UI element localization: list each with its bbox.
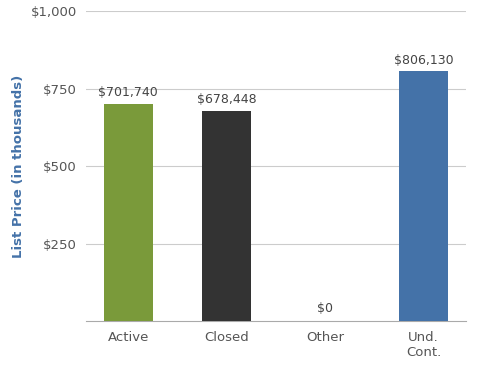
Text: $701,740: $701,740: [98, 86, 158, 99]
Y-axis label: List Price (in thousands): List Price (in thousands): [12, 75, 25, 258]
Bar: [202, 111, 252, 321]
Text: $806,130: $806,130: [394, 54, 454, 67]
Text: $678,448: $678,448: [197, 93, 257, 106]
Bar: [104, 104, 153, 321]
Bar: [399, 71, 448, 321]
Text: $0: $0: [317, 302, 333, 315]
